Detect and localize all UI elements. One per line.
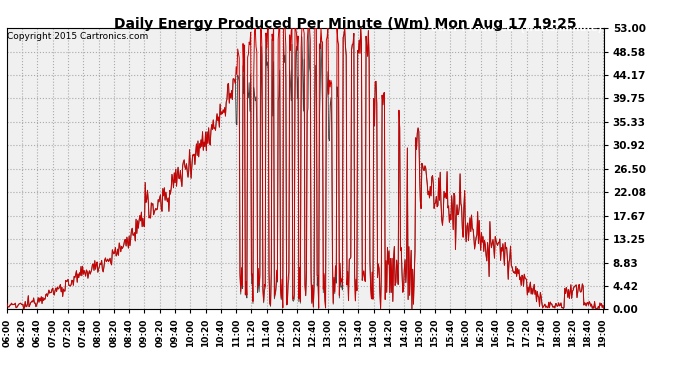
Text: Copyright 2015 Cartronics.com: Copyright 2015 Cartronics.com [7, 32, 148, 41]
Text: Power Produced  (watts/minute): Power Produced (watts/minute) [424, 23, 602, 33]
Text: Daily Energy Produced Per Minute (Wm) Mon Aug 17 19:25: Daily Energy Produced Per Minute (Wm) Mo… [114, 17, 576, 31]
